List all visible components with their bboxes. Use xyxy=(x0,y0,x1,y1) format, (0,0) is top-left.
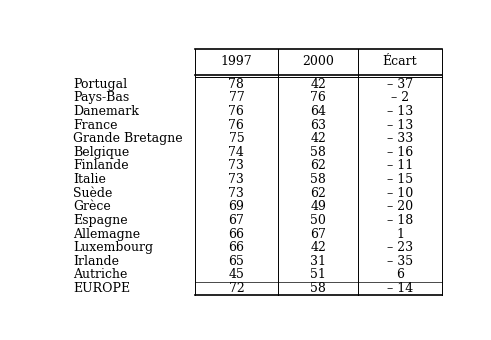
Text: 72: 72 xyxy=(228,282,245,295)
Text: 66: 66 xyxy=(228,241,245,254)
Text: 42: 42 xyxy=(310,132,326,145)
Text: 66: 66 xyxy=(228,227,245,240)
Text: Danemark: Danemark xyxy=(73,105,138,118)
Text: – 23: – 23 xyxy=(387,241,413,254)
Text: 63: 63 xyxy=(310,119,326,132)
Text: France: France xyxy=(73,119,117,132)
Text: – 2: – 2 xyxy=(391,91,409,104)
Text: – 11: – 11 xyxy=(387,159,413,172)
Text: 51: 51 xyxy=(310,268,326,281)
Text: Écart: Écart xyxy=(382,55,417,68)
Text: 42: 42 xyxy=(310,241,326,254)
Text: 76: 76 xyxy=(228,105,245,118)
Text: 64: 64 xyxy=(310,105,326,118)
Text: 76: 76 xyxy=(228,119,245,132)
Text: EUROPE: EUROPE xyxy=(73,282,130,295)
Text: 58: 58 xyxy=(310,146,326,159)
Text: – 10: – 10 xyxy=(387,187,413,200)
Text: Italie: Italie xyxy=(73,173,106,186)
Text: Irlande: Irlande xyxy=(73,255,119,268)
Text: Luxembourg: Luxembourg xyxy=(73,241,153,254)
Text: 42: 42 xyxy=(310,78,326,91)
Text: Suède: Suède xyxy=(73,187,112,200)
Text: 74: 74 xyxy=(228,146,245,159)
Text: 31: 31 xyxy=(310,255,326,268)
Text: – 33: – 33 xyxy=(387,132,413,145)
Text: 2000: 2000 xyxy=(302,55,334,68)
Text: 62: 62 xyxy=(310,187,326,200)
Text: 67: 67 xyxy=(310,227,326,240)
Text: Pays-Bas: Pays-Bas xyxy=(73,91,129,104)
Text: 49: 49 xyxy=(310,200,326,213)
Text: Portugal: Portugal xyxy=(73,78,127,91)
Text: – 35: – 35 xyxy=(387,255,413,268)
Text: Autriche: Autriche xyxy=(73,268,127,281)
Text: – 20: – 20 xyxy=(387,200,413,213)
Text: 67: 67 xyxy=(228,214,245,227)
Text: – 13: – 13 xyxy=(387,119,413,132)
Text: – 16: – 16 xyxy=(387,146,413,159)
Text: 58: 58 xyxy=(310,282,326,295)
Text: – 14: – 14 xyxy=(387,282,413,295)
Text: 1997: 1997 xyxy=(220,55,252,68)
Text: 73: 73 xyxy=(228,159,245,172)
Text: 58: 58 xyxy=(310,173,326,186)
Text: 50: 50 xyxy=(310,214,326,227)
Text: Allemagne: Allemagne xyxy=(73,227,140,240)
Text: 1: 1 xyxy=(396,227,404,240)
Text: 73: 73 xyxy=(228,187,245,200)
Text: Finlande: Finlande xyxy=(73,159,129,172)
Text: – 15: – 15 xyxy=(387,173,413,186)
Text: Grande Bretagne: Grande Bretagne xyxy=(73,132,183,145)
Text: 77: 77 xyxy=(228,91,245,104)
Text: – 37: – 37 xyxy=(387,78,413,91)
Text: 65: 65 xyxy=(228,255,245,268)
Text: 62: 62 xyxy=(310,159,326,172)
Text: Grèce: Grèce xyxy=(73,200,110,213)
Text: – 13: – 13 xyxy=(387,105,413,118)
Text: 69: 69 xyxy=(228,200,245,213)
Text: 45: 45 xyxy=(228,268,245,281)
Text: 6: 6 xyxy=(396,268,404,281)
Text: 78: 78 xyxy=(228,78,245,91)
Text: 76: 76 xyxy=(310,91,326,104)
Text: 75: 75 xyxy=(228,132,245,145)
Text: 73: 73 xyxy=(228,173,245,186)
Text: Espagne: Espagne xyxy=(73,214,128,227)
Text: Belgique: Belgique xyxy=(73,146,129,159)
Text: – 18: – 18 xyxy=(387,214,413,227)
